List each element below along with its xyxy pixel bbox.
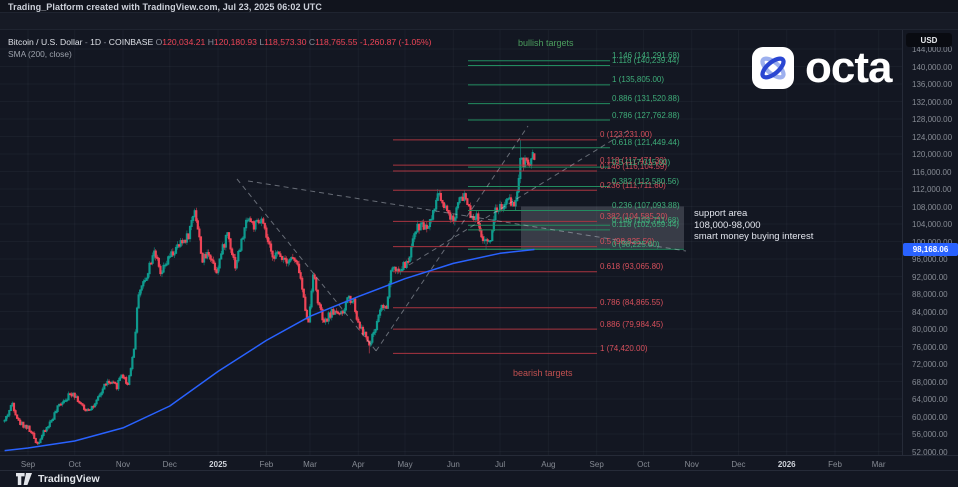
price-axis[interactable]: 144,000.00 140,000.00 136,000.00 132,000.00… (902, 30, 958, 457)
price-axis-label: 120,000.00 (912, 150, 953, 159)
toolbar-band (0, 13, 958, 30)
price-axis-label: 136,000.00 (912, 80, 953, 89)
sma-line (4, 248, 535, 452)
time-axis-label: Jul (494, 460, 506, 469)
time-axis-label: Aug (541, 460, 556, 469)
tradingview-logo-icon[interactable] (16, 473, 32, 485)
exchange-label: COINBASE (108, 37, 154, 47)
price-axis-label: 104,000.00 (912, 220, 953, 229)
time-axis-label: Mar (871, 460, 886, 469)
support-note-line2: 108,000-98,000 (694, 219, 761, 231)
bearish-targets-label: bearish targets (513, 368, 573, 378)
interval-label[interactable]: 1D (90, 37, 102, 47)
price-axis-label: 56,000.00 (912, 430, 948, 439)
time-axis-label: Nov (115, 460, 131, 469)
symbol-legend[interactable]: Bitcoin / U.S. Dollar - 1D - COINBASE O1… (8, 37, 432, 47)
price-axis-label: 72,000.00 (912, 360, 948, 369)
price-axis-label: 64,000.00 (912, 395, 948, 404)
ohlc-close: 118,765.55 (315, 37, 358, 47)
price-axis-label: 96,000.00 (912, 255, 948, 264)
time-axis-label: 2025 (209, 460, 227, 469)
octa-logo-icon (752, 47, 794, 89)
time-axis-label: Apr (352, 460, 365, 469)
price-axis-label: 88,000.00 (912, 290, 948, 299)
price-axis-label: 140,000.00 (912, 62, 953, 72)
candlestick-layer (3, 139, 536, 446)
price-axis-label: 76,000.00 (912, 342, 948, 352)
ohlc-high: 120,180.93 (213, 37, 257, 47)
octa-watermark: octa (752, 43, 892, 92)
time-axis-label: Dec (162, 460, 177, 469)
time-axis-label: Dec (731, 460, 746, 469)
price-axis-label: 116,000.00 (912, 167, 952, 177)
price-axis-label: 132,000.00 (912, 97, 953, 107)
price-axis-label: 108,000.00 (912, 202, 953, 212)
time-axis-label: Feb (828, 460, 842, 469)
price-axis-label: 68,000.00 (912, 377, 948, 387)
time-axis-label: Feb (259, 460, 274, 469)
sma-price-tag: 98,168.06 (903, 243, 958, 256)
octa-logo-text: octa (805, 43, 892, 92)
support-area-note: support area 108,000-98,000 smart money … (694, 208, 813, 243)
price-axis-label: 80,000.00 (912, 325, 948, 334)
price-axis-label: 124,000.00 (912, 132, 953, 142)
time-axis[interactable]: Sep Oct Nov Dec 2025 Feb Mar Apr May Jun Jul Aug Sep… (0, 455, 958, 470)
time-axis-label: May (397, 460, 413, 469)
price-axis-label: 100,000.00 (912, 237, 953, 247)
grid (0, 30, 902, 455)
sma-legend[interactable]: SMA (200, close) (8, 49, 72, 59)
time-axis-label: Sep (20, 460, 36, 469)
change-value: -1,260.87 (-1.05%) (359, 37, 432, 47)
trendlines (236, 125, 687, 353)
time-axis-label: Nov (684, 460, 699, 469)
time-axis-label: Jun (446, 460, 460, 469)
tradingview-logo-text[interactable]: TradingView (38, 473, 100, 485)
price-axis-label: 60,000.00 (912, 412, 948, 422)
support-area-box (521, 206, 684, 249)
price-axis-label: 144,000.00 (912, 45, 953, 54)
price-axis-label: 128,000.00 (912, 115, 953, 124)
chart-canvas[interactable] (0, 0, 902, 455)
time-axis-label: Sep (589, 460, 604, 469)
time-axis-label: Oct (637, 460, 650, 469)
price-axis-label: 112,000.00 (912, 185, 952, 194)
time-axis-label: Oct (68, 460, 81, 469)
title-bar: Trading_Platform created with TradingVie… (0, 0, 958, 13)
time-axis-label: Mar (303, 460, 317, 469)
price-axis-label: 84,000.00 (912, 307, 948, 317)
bullish-targets-label: bullish targets (518, 38, 574, 48)
support-note-line1: support area (694, 208, 748, 219)
price-axis-label: 92,000.00 (912, 272, 948, 282)
ohlc-low: 118,573.30 (264, 37, 307, 47)
price-axis-label: 52,000.00 (912, 447, 948, 457)
page-title: Trading_Platform created with TradingVie… (8, 2, 323, 12)
time-axis-label: 2026 (777, 460, 796, 469)
support-note-line3: smart money buying interest (694, 231, 814, 242)
fib-retracement-bearish (393, 139, 597, 354)
symbol-name[interactable]: Bitcoin / U.S. Dollar (8, 37, 83, 47)
currency-selector-button[interactable]: USD (906, 33, 952, 47)
footer-bar: TradingView (0, 470, 958, 487)
ohlc-open: 120,034.21 (162, 37, 206, 47)
